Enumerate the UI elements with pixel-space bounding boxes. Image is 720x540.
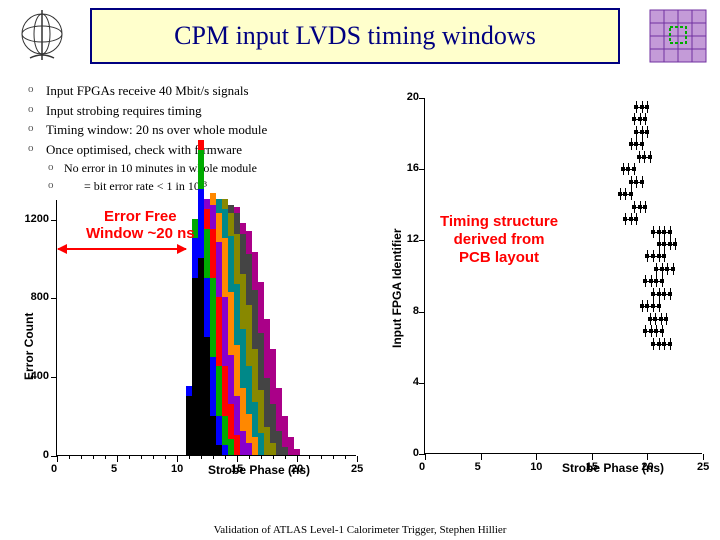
footer-text: Validation of ATLAS Level-1 Calorimeter … [0,524,720,536]
y-axis-label: Error Count [22,313,36,380]
plot-area: 0510152025048121620 [424,98,702,454]
fpga-id-chart: 0510152025048121620 Input FPGA Identifie… [376,88,716,500]
annotation-text: Timing structure [440,213,558,231]
x-axis-label: Strobe Phase (ns) [208,463,310,477]
x-axis-label: Strobe Phase (ns) [562,461,664,475]
bullet-item: Input FPGAs receive 40 Mbit/s signals [28,82,368,100]
bullet-text: Timing window: 20 ns over whole module [46,122,267,137]
y-axis-label: Input FPGA Identifier [390,228,404,348]
bullet-text: No error in 10 minutes in whole module [64,161,257,175]
annotation-right: Timing structure derived from PCB layout [440,213,558,267]
annotation-text: derived from [440,231,558,249]
slide-title: CPM input LVDS timing windows [174,21,536,51]
slide: { "title": "CPM input LVDS timing window… [0,0,720,540]
bullet-text: Input strobing requires timing [46,103,202,118]
annotation-text: PCB layout [440,249,558,267]
bullet-item: Input strobing requires timing [28,102,368,120]
title-bar: CPM input LVDS timing windows [90,8,620,64]
error-count-chart: 051015202504008001200 Error Count Strobe… [8,190,368,500]
atlas-logo-icon [12,6,72,66]
bullet-text: Input FPGAs receive 40 Mbit/s signals [46,83,249,98]
annotation-text: Window ~20 ns [86,225,195,242]
bullet-text: Once optimised, check with firmware [46,142,242,157]
arrow-left-icon [58,248,186,250]
bullet-item: Timing window: 20 ns over whole module [28,121,368,139]
chip-grid-icon [648,8,708,64]
annotation-text: Error Free [86,208,195,225]
annotation-left: Error Free Window ~20 ns [86,208,195,243]
